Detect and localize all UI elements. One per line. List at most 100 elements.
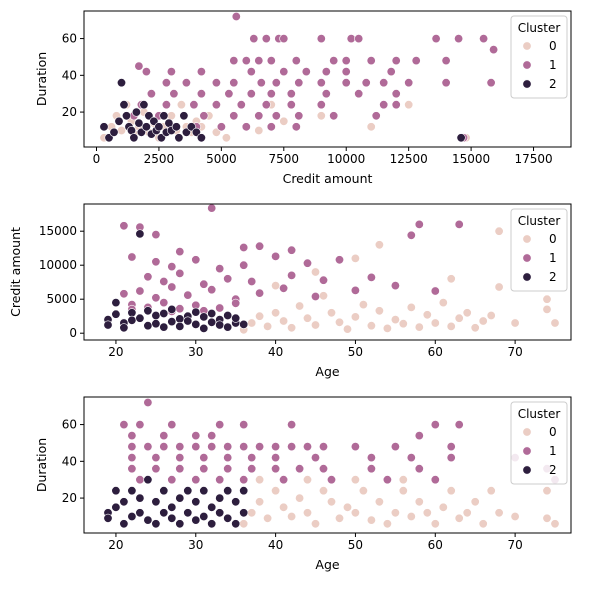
point-cluster-1 [207,203,217,213]
point-cluster-1 [454,219,464,229]
point-cluster-2 [199,486,209,496]
point-cluster-0 [406,511,416,521]
point-cluster-1 [255,288,265,298]
point-cluster-1 [411,56,421,66]
point-cluster-1 [161,100,171,110]
y-axis-label: Credit amount [8,227,23,317]
point-cluster-1 [271,78,281,88]
point-cluster-0 [550,519,560,529]
point-cluster-2 [117,78,127,88]
point-cluster-1 [191,431,201,441]
point-cluster-1 [279,475,289,485]
point-cluster-0 [478,316,488,326]
y-tick-label: 0 [69,326,77,340]
point-cluster-0 [398,475,408,485]
legend-entry-label: 1 [549,58,557,72]
point-cluster-1 [135,420,145,430]
point-cluster-2 [134,118,144,128]
point-cluster-1 [271,251,281,261]
point-cluster-1 [241,122,251,132]
point-cluster-0 [295,301,305,311]
legend-marker [522,253,532,263]
y-tick-label: 40 [62,68,77,82]
legend-marker [522,234,532,244]
point-cluster-1 [223,453,233,463]
point-cluster-1 [215,264,225,274]
point-cluster-1 [127,442,137,452]
point-cluster-1 [196,67,206,77]
point-cluster-1 [266,122,276,132]
point-cluster-1 [354,89,364,99]
point-cluster-1 [287,442,297,452]
point-cluster-1 [143,272,153,282]
point-cluster-1 [247,276,257,286]
point-cluster-0 [510,511,520,521]
point-cluster-1 [254,56,264,66]
point-cluster-1 [266,56,276,66]
legend-marker [522,446,532,456]
point-cluster-2 [167,317,177,327]
point-cluster-1 [181,78,191,88]
legend-entry-label: 0 [549,39,557,53]
point-cluster-2 [207,308,217,318]
point-cluster-0 [255,475,265,485]
point-cluster-2 [159,322,169,332]
point-cluster-0 [254,126,264,136]
point-cluster-0 [422,508,432,518]
point-cluster-1 [146,89,156,99]
point-cluster-0 [255,311,265,321]
point-cluster-1 [199,464,209,474]
point-cluster-1 [159,431,169,441]
point-cluster-0 [310,519,320,529]
point-cluster-1 [127,453,137,463]
point-cluster-1 [119,221,129,231]
point-cluster-1 [239,442,249,452]
point-cluster-1 [430,475,440,485]
point-cluster-1 [454,34,464,44]
point-cluster-1 [191,442,201,452]
point-cluster-1 [454,420,464,430]
point-cluster-0 [374,240,384,250]
point-cluster-1 [134,61,144,71]
point-cluster-0 [414,322,424,332]
legend-entry-label: 0 [549,425,557,439]
points-layer [99,12,499,143]
point-cluster-1 [286,100,296,110]
point-cluster-0 [350,253,360,263]
point-cluster-0 [318,291,328,301]
point-cluster-2 [199,323,209,333]
point-cluster-0 [438,502,448,512]
point-cluster-1 [175,453,185,463]
x-tick-label: 30 [188,538,203,552]
point-cluster-0 [295,493,305,503]
legend-title: Cluster [518,21,561,35]
point-cluster-2 [199,511,209,521]
point-cluster-1 [391,56,401,66]
point-cluster-1 [175,442,185,452]
point-cluster-2 [159,111,169,121]
point-cluster-1 [489,45,499,55]
point-cluster-0 [398,319,408,329]
point-cluster-2 [239,508,249,518]
point-cluster-1 [361,78,371,88]
point-cluster-1 [207,285,217,295]
x-tick-label: 70 [507,538,522,552]
point-cluster-2 [135,493,145,503]
point-cluster-1 [279,34,289,44]
point-cluster-0 [302,475,312,485]
point-cluster-1 [215,303,225,313]
point-cluster-2 [456,133,466,143]
point-cluster-2 [127,511,137,521]
point-cluster-2 [207,502,217,512]
point-cluster-1 [414,219,424,229]
point-cluster-0 [316,111,326,121]
point-cluster-1 [215,420,225,430]
point-cluster-2 [223,513,233,523]
point-cluster-0 [494,226,504,236]
point-cluster-2 [175,493,185,503]
point-cluster-0 [366,122,376,132]
point-cluster-1 [486,78,496,88]
point-cluster-2 [111,309,121,319]
point-cluster-1 [318,442,328,452]
point-cluster-2 [111,486,121,496]
